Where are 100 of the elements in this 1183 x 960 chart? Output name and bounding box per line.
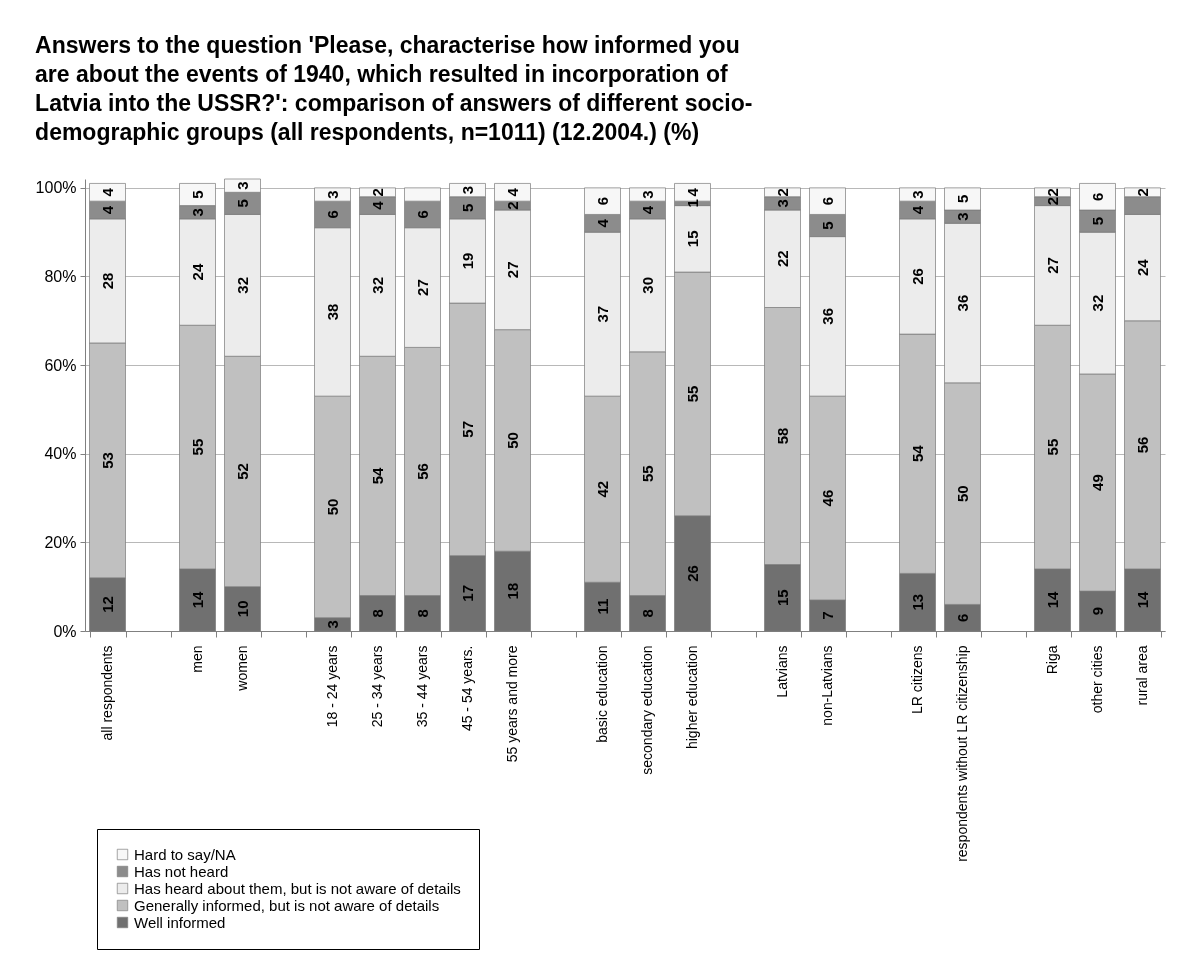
data-label: 22 (773, 250, 791, 268)
data-label: 2 (368, 188, 386, 197)
data-label: 53 (98, 452, 116, 469)
legend-label: Has not heard (134, 862, 229, 880)
y-tick-label: 80% (44, 267, 77, 285)
data-label: 32 (233, 277, 251, 294)
data-label: 36 (818, 308, 836, 325)
data-label: 37 (593, 305, 611, 323)
data-label: 27 (413, 279, 431, 296)
data-label: 17 (458, 584, 476, 602)
data-label: 5 (953, 194, 971, 204)
data-label: 15 (683, 230, 701, 248)
x-tick-label: 35 - 44 years (414, 645, 430, 728)
x-tick-label: 18 - 24 years (324, 645, 340, 728)
data-label: 8 (413, 609, 431, 618)
data-label: 4 (683, 187, 701, 197)
data-label: 5 (233, 199, 251, 208)
data-label: 26 (908, 268, 926, 285)
data-label: 56 (1133, 436, 1151, 454)
data-label: 54 (368, 466, 386, 485)
data-label: 56 (413, 463, 431, 480)
data-label: 5 (188, 190, 206, 199)
data-label: 3 (323, 190, 341, 199)
legend-label: Well informed (134, 913, 226, 931)
data-label: 27 (503, 261, 521, 279)
data-label: 54 (908, 444, 926, 463)
x-tick-label: Latvians (774, 645, 790, 698)
legend-label: Has heard about them, but is not aware of details (134, 879, 461, 897)
data-label: 6 (593, 196, 611, 206)
data-label: 24 (188, 263, 206, 281)
legend-label: Generally informed, but is not aware of details (134, 896, 440, 914)
data-label: 3 (908, 190, 926, 199)
y-tick-label: 100% (35, 179, 77, 197)
data-label: 15 (773, 589, 791, 607)
data-label: 14 (1043, 590, 1061, 609)
data-label: 2 (773, 188, 791, 197)
legend-label: Hard to say/NA (134, 845, 236, 863)
data-label: 8 (638, 609, 656, 618)
data-label: 4 (368, 200, 386, 210)
data-label: 27 (1043, 257, 1061, 274)
data-label: 2 (1133, 188, 1151, 197)
data-label: 58 (773, 427, 791, 445)
data-label: 6 (953, 613, 971, 622)
x-tick-label: 45 - 54 years. (459, 645, 475, 732)
x-tick-label: men (189, 645, 205, 673)
data-label: 18 (503, 582, 521, 600)
data-label: 19 (458, 252, 476, 270)
data-label: 6 (323, 210, 341, 219)
data-label: 3 (773, 199, 791, 208)
data-label: 3 (458, 185, 476, 195)
data-label: 55 (1043, 438, 1061, 456)
data-label: 2 (1043, 188, 1061, 197)
data-label: 49 (1088, 474, 1106, 491)
data-label: 2 (503, 201, 521, 210)
data-label: 30 (638, 277, 656, 294)
data-label: 4 (98, 187, 116, 197)
data-label: 2 (1043, 196, 1061, 206)
data-label: 50 (953, 485, 971, 502)
x-tick-label: all respondents (99, 645, 115, 741)
data-label: 38 (323, 303, 341, 321)
y-tick-label: 0% (53, 622, 77, 640)
data-label: 7 (818, 611, 836, 620)
x-tick-label: basic education (594, 645, 610, 743)
data-label: 24 (1133, 258, 1151, 276)
data-label: 13 (908, 593, 926, 611)
y-tick-label: 40% (44, 445, 77, 463)
data-label: 12 (98, 596, 116, 613)
x-tick-label: LR citizens (909, 645, 925, 714)
y-tick-label: 20% (44, 533, 77, 551)
data-label: 4 (593, 218, 611, 228)
data-label: 50 (323, 498, 341, 516)
data-label: 55 (683, 385, 701, 403)
data-label: 8 (368, 609, 386, 618)
data-label: 55 (638, 465, 656, 483)
y-tick-label: 60% (44, 356, 77, 374)
x-tick-label: secondary education (639, 645, 655, 775)
data-label: 4 (503, 187, 521, 197)
data-label: 5 (458, 203, 476, 212)
x-tick-label: 55 years and more (504, 645, 520, 763)
x-tick-label: 25 - 34 years (369, 645, 385, 728)
data-label: 3 (323, 620, 341, 629)
data-label: 32 (368, 277, 386, 294)
x-tick-label: rural area (1134, 645, 1150, 706)
data-label: 6 (1088, 192, 1106, 201)
data-label: 3 (638, 190, 656, 199)
data-label: 52 (233, 463, 251, 480)
data-label: 36 (953, 294, 971, 312)
data-label: 55 (188, 438, 206, 456)
data-label: 28 (98, 272, 116, 290)
data-label: 14 (188, 590, 206, 609)
x-tick-label: other cities (1089, 645, 1105, 714)
data-label: 6 (413, 210, 431, 219)
data-label: 5 (1088, 216, 1106, 226)
data-label: 32 (1088, 294, 1106, 312)
data-label: 6 (818, 196, 836, 206)
x-tick-label: respondents without LR citizenship (954, 645, 970, 862)
data-label: 3 (188, 208, 206, 217)
data-label: 3 (953, 212, 971, 221)
data-label: 1 (683, 199, 701, 208)
data-label: 46 (818, 489, 836, 507)
